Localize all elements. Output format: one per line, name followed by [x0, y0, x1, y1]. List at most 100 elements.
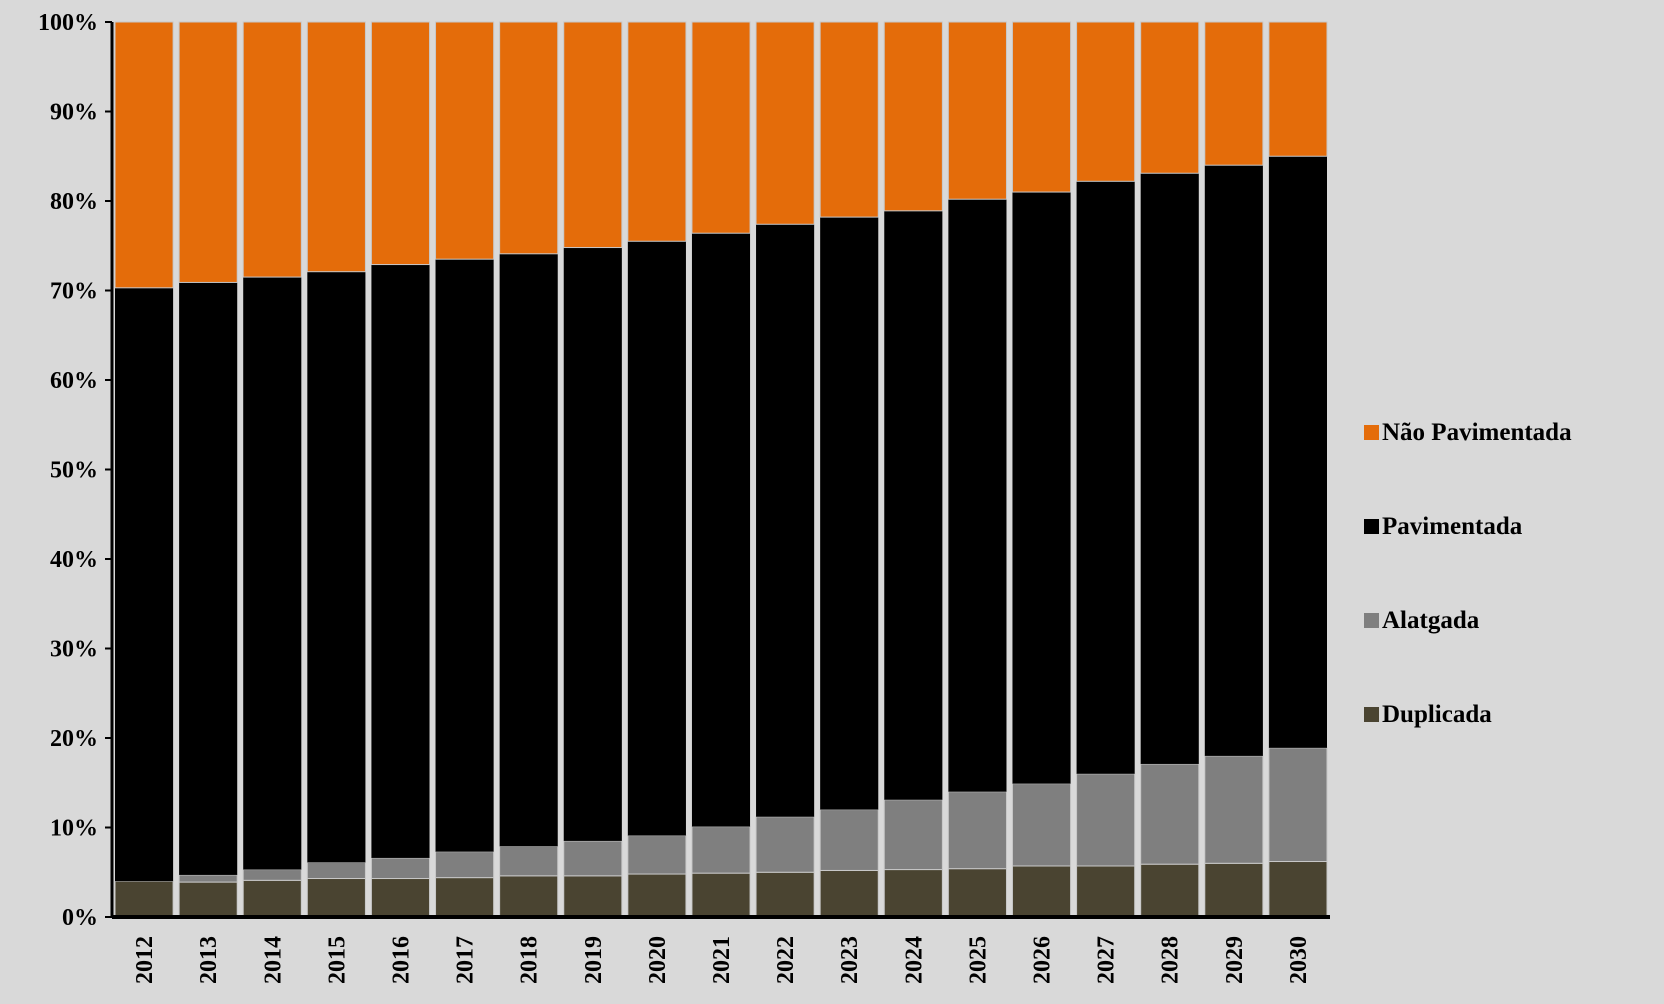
bar-nao-pavimentada-2013 [178, 21, 238, 283]
bars-layer [114, 21, 1328, 918]
bar-duplicada-2015 [306, 878, 366, 918]
bar-nao-pavimentada-2023 [819, 21, 879, 218]
y-tick-label: 90% [50, 100, 98, 126]
legend-label-duplicada: Duplicada [1382, 701, 1492, 728]
bar-nao-pavimentada-2025 [947, 21, 1007, 200]
bar-nao-pavimentada-2024 [883, 21, 943, 212]
bar-alatgada-2015 [306, 861, 366, 880]
bar-alatgada-2013 [178, 874, 238, 883]
bar-pavimentada-2018 [499, 253, 558, 847]
x-tick-label: 2012 [132, 936, 158, 984]
bar-nao-pavimentada-2015 [306, 21, 366, 273]
bar-pavimentada-2014 [243, 277, 302, 870]
bar-duplicada-2022 [755, 871, 815, 918]
x-tick-label: 2022 [773, 936, 799, 984]
bar-duplicada-2013 [178, 881, 238, 918]
bar-duplicada-2020 [627, 873, 687, 918]
bar-duplicada-2023 [819, 869, 879, 918]
bar-nao-pavimentada-2021 [691, 21, 751, 234]
bar-alatgada-2027 [1076, 773, 1136, 867]
bar-pavimentada-2017 [435, 259, 494, 852]
legend-swatch-nao-pavimentada [1364, 425, 1379, 440]
y-axis-ticks: 0% 10% 20% 30% 40% 50% 60% 70% 80% 90% 100% [38, 10, 112, 931]
bar-alatgada-2025 [947, 791, 1007, 870]
bar-alatgada-2018 [499, 845, 559, 877]
bar-alatgada-2019 [563, 840, 623, 877]
bar-pavimentada-2028 [1140, 173, 1199, 764]
bar-alatgada-2029 [1204, 755, 1264, 864]
y-tick-label: 30% [50, 637, 98, 663]
legend-label-nao-pavimentada: Não Pavimentada [1382, 419, 1572, 446]
bar-duplicada-2029 [1204, 862, 1264, 918]
bar-pavimentada-2013 [179, 282, 238, 875]
x-tick-label: 2030 [1286, 936, 1312, 984]
y-tick-label: 10% [50, 816, 98, 842]
bar-alatgada-2028 [1140, 763, 1200, 865]
bar-pavimentada-2025 [948, 199, 1007, 792]
bar-pavimentada-2019 [563, 247, 622, 841]
bar-alatgada-2020 [627, 835, 687, 875]
bar-alatgada-2016 [370, 857, 431, 880]
y-tick-label: 60% [50, 368, 98, 394]
bar-duplicada-2025 [947, 868, 1007, 918]
bar-pavimentada-2021 [691, 233, 751, 827]
y-tick-label: 20% [50, 726, 98, 752]
x-tick-label: 2021 [709, 936, 735, 984]
bar-alatgada-2030 [1268, 747, 1328, 863]
legend: Não Pavimentada Pavimentada Alatgada Duplic… [1364, 419, 1572, 728]
bar-pavimentada-2030 [1268, 156, 1327, 748]
x-tick-label: 2023 [837, 936, 863, 984]
bar-alatgada-2024 [883, 799, 943, 871]
bar-pavimentada-2020 [627, 241, 686, 836]
bar-duplicada-2017 [435, 877, 495, 918]
bar-duplicada-2018 [499, 875, 559, 918]
bar-nao-pavimentada-2027 [1076, 21, 1136, 182]
bar-pavimentada-2026 [1012, 192, 1071, 784]
x-tick-label: 2029 [1222, 936, 1248, 984]
y-tick-label: 0% [62, 905, 98, 931]
x-tick-label: 2016 [389, 936, 415, 984]
x-tick-label: 2024 [901, 936, 927, 984]
bar-nao-pavimentada-2022 [755, 21, 815, 225]
bar-nao-pavimentada-2026 [1011, 21, 1072, 193]
x-tick-label: 2020 [645, 936, 671, 984]
x-tick-label: 2026 [1030, 936, 1056, 984]
x-tick-label: 2013 [196, 936, 222, 984]
bar-nao-pavimentada-2017 [435, 21, 495, 260]
bar-pavimentada-2015 [307, 271, 366, 863]
x-tick-label: 2015 [324, 936, 350, 984]
y-tick-label: 40% [50, 547, 98, 573]
bar-duplicada-2030 [1268, 861, 1328, 918]
bar-duplicada-2028 [1140, 863, 1200, 918]
x-tick-label: 2019 [581, 936, 607, 984]
bar-nao-pavimentada-2029 [1204, 21, 1264, 166]
bar-duplicada-2026 [1011, 865, 1072, 918]
x-axis-ticks: 2012 2013 2014 2015 2016 2017 2018 2019 2020 2021… [132, 936, 1312, 984]
y-tick-label: 100% [38, 10, 98, 36]
bar-alatgada-2017 [435, 851, 495, 879]
x-tick-label: 2017 [453, 936, 479, 984]
bar-nao-pavimentada-2019 [563, 21, 623, 249]
legend-swatch-pavimentada [1364, 519, 1379, 534]
bar-duplicada-2016 [370, 878, 431, 918]
bar-pavimentada-2016 [371, 264, 430, 858]
y-tick-label: 50% [50, 458, 98, 484]
bar-duplicada-2014 [242, 879, 302, 918]
bar-pavimentada-2012 [115, 287, 174, 882]
legend-label-alatgada: Alatgada [1382, 607, 1480, 634]
bar-pavimentada-2029 [1204, 165, 1263, 756]
bar-alatgada-2026 [1011, 783, 1072, 867]
bar-duplicada-2012 [114, 880, 174, 918]
x-tick-label: 2014 [260, 936, 286, 984]
legend-label-pavimentada: Pavimentada [1382, 513, 1523, 540]
legend-swatch-duplicada [1364, 707, 1379, 722]
bar-pavimentada-2022 [756, 224, 815, 817]
x-tick-label: 2028 [1158, 936, 1184, 984]
bar-duplicada-2021 [691, 872, 751, 918]
bar-pavimentada-2024 [884, 210, 943, 800]
bar-nao-pavimentada-2014 [242, 21, 302, 278]
bar-nao-pavimentada-2018 [499, 21, 559, 255]
bar-alatgada-2014 [242, 869, 302, 881]
bar-nao-pavimentada-2012 [114, 21, 174, 289]
